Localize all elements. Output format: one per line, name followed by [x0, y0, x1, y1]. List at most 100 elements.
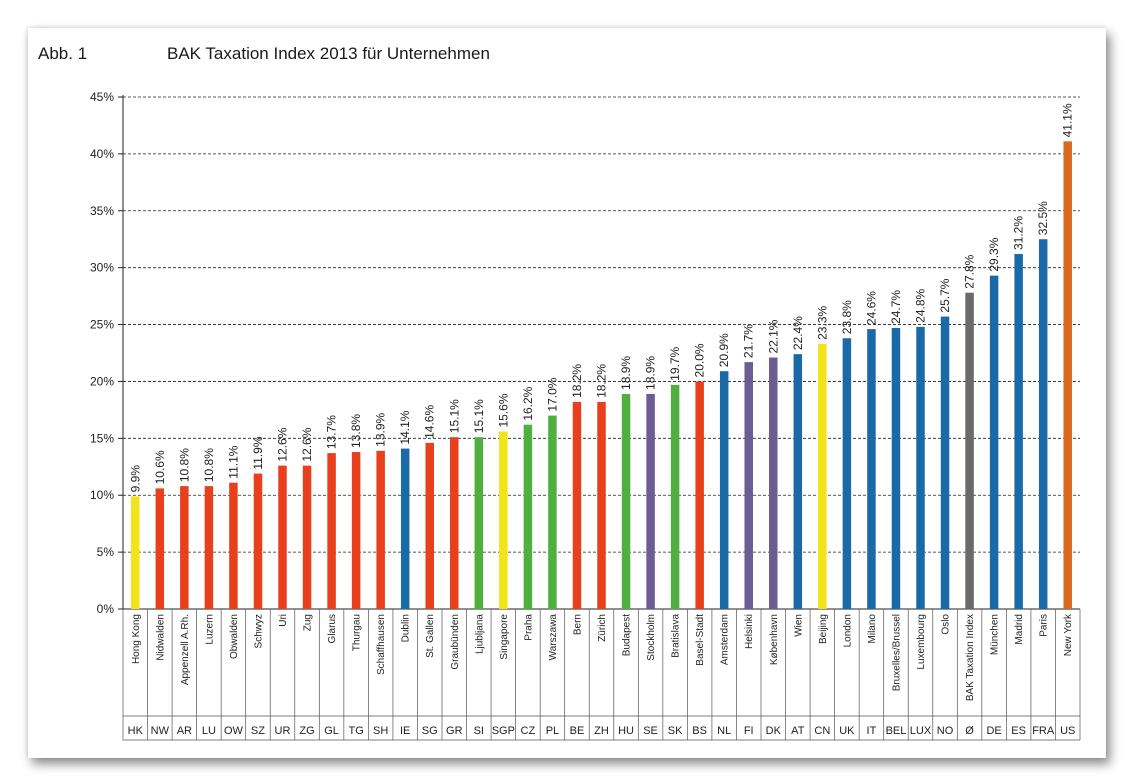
bar — [670, 384, 680, 609]
category-code: NW — [151, 725, 170, 737]
category-code: IT — [867, 725, 877, 737]
category-code: PL — [546, 725, 559, 737]
category-label: Obwalden — [229, 614, 240, 659]
category-code: IE — [400, 725, 410, 737]
y-tick-label: 20% — [90, 374, 114, 388]
category-code: LUX — [910, 725, 932, 737]
category-label: Bratislava — [671, 614, 682, 658]
bar — [1038, 239, 1048, 609]
category-label: Paris — [1039, 614, 1050, 637]
data-label: 18.2% — [570, 364, 584, 398]
bar — [793, 354, 803, 609]
category-label: Luzern — [204, 614, 215, 645]
figure-label: Abb. 1 — [38, 44, 88, 63]
category-label: Bern — [572, 614, 583, 635]
data-label: 24.6% — [864, 291, 878, 325]
category-code: NO — [937, 725, 954, 737]
category-code: SH — [373, 725, 388, 737]
category-label: Beijing — [818, 614, 829, 644]
category-code: SZ — [251, 725, 265, 737]
data-label: 24.8% — [914, 288, 928, 322]
data-label: 21.7% — [742, 324, 756, 358]
bar — [989, 275, 999, 609]
bar — [131, 496, 140, 609]
category-code: GL — [324, 725, 339, 737]
bar — [376, 450, 385, 609]
bar — [597, 401, 606, 609]
data-label: 18.9% — [644, 356, 658, 390]
y-tick-label: 35% — [90, 204, 114, 218]
category-label: Praha — [523, 614, 534, 641]
bar — [867, 329, 876, 609]
data-label: 23.3% — [815, 306, 829, 340]
category-label: Appenzell A.Rh. — [180, 614, 191, 685]
bar — [474, 437, 484, 609]
data-label: 13.9% — [374, 412, 388, 446]
category-code: SK — [668, 725, 683, 737]
category-code: ES — [1011, 725, 1026, 737]
category-label: Schwyz — [253, 614, 264, 648]
data-label: 27.8% — [963, 254, 977, 288]
category-label: Oslo — [941, 614, 952, 635]
data-label: 16.2% — [521, 386, 535, 420]
bar — [1014, 254, 1023, 609]
bar — [842, 338, 852, 609]
category-code: NL — [717, 725, 731, 737]
bar — [916, 326, 925, 609]
bar — [499, 431, 508, 609]
bar — [548, 415, 557, 609]
category-label: Helsinki — [744, 614, 755, 649]
bar — [1063, 141, 1072, 609]
category-code: SG — [422, 725, 438, 737]
chart-title: BAK Taxation Index 2013 für Unternehmen — [167, 44, 490, 63]
data-label: 9.9% — [128, 465, 142, 493]
bar — [523, 424, 533, 609]
data-label: 20.0% — [693, 343, 707, 377]
bar — [351, 451, 361, 609]
bar-chart: 0% 5% 10% 15% 20% 25% 30% 35% 40% 45% 9.9% Hong Kon… — [90, 90, 1081, 741]
category-label: Basel-Stadt — [695, 614, 706, 666]
bar — [278, 465, 287, 609]
bar — [253, 473, 263, 609]
data-label: 10.8% — [202, 448, 216, 482]
category-label: Singapore — [499, 614, 510, 660]
bar — [818, 343, 827, 609]
category-code: GR — [446, 725, 463, 737]
data-label: 13.7% — [325, 415, 339, 449]
bar — [572, 401, 582, 609]
data-label: 13.8% — [349, 414, 363, 448]
data-label: 23.8% — [840, 300, 854, 334]
category-label: Dublin — [401, 614, 412, 642]
bar — [425, 442, 434, 609]
bar — [204, 486, 214, 609]
figure-card: Abb. 1 BAK Taxation Index 2013 für Unter… — [28, 28, 1106, 758]
category-code: Ø — [965, 725, 974, 737]
y-tick-label: 15% — [90, 431, 114, 445]
data-label: 41.1% — [1061, 103, 1075, 137]
category-label: Nidwalden — [155, 614, 166, 661]
category-code: SGP — [492, 725, 515, 737]
category-code: ZH — [594, 725, 609, 737]
data-label: 12.6% — [276, 427, 290, 461]
category-label: New York — [1063, 613, 1074, 656]
category-code: DE — [986, 725, 1001, 737]
bar — [155, 488, 165, 609]
category-code: CN — [814, 725, 830, 737]
bar — [940, 316, 950, 609]
category-label: Glarus — [327, 614, 338, 643]
data-label: 18.2% — [595, 364, 609, 398]
y-tick-label: 0% — [97, 602, 115, 616]
category-label: Ljubljana — [474, 614, 485, 654]
data-label: 11.1% — [226, 445, 240, 478]
category-label: Zug — [303, 614, 314, 631]
bar — [646, 393, 655, 609]
category-label: Wien — [793, 614, 804, 637]
bar — [327, 453, 336, 609]
data-label: 29.3% — [987, 237, 1001, 271]
bar — [965, 292, 974, 609]
data-label: 20.9% — [717, 333, 731, 367]
data-label: 22.1% — [766, 319, 780, 353]
data-label: 15.6% — [496, 393, 510, 427]
y-tick-label: 45% — [90, 90, 114, 104]
bar — [769, 357, 778, 609]
